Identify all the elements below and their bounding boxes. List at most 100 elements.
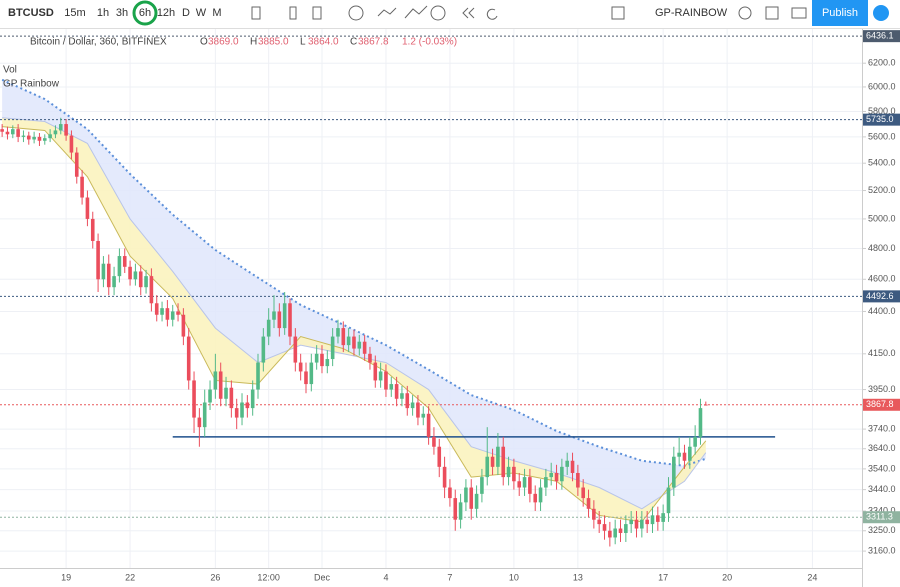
price-label: 5735.0 [866, 114, 894, 124]
candle-body [90, 218, 95, 241]
publish-label[interactable]: Publish [822, 7, 858, 19]
y-tick-label: 5200.0 [868, 185, 896, 195]
candle-body [448, 487, 452, 499]
candle-body [656, 515, 660, 522]
candle-body [522, 477, 527, 488]
interval[interactable]: D [182, 7, 190, 19]
toolbar-icons [251, 5, 807, 21]
candle-body [570, 460, 575, 473]
y-tick-label: 5600.0 [868, 131, 896, 141]
candle-body [346, 336, 351, 346]
candle-body [304, 371, 308, 385]
x-tick-label: 20 [722, 572, 732, 582]
candle-body [224, 387, 228, 399]
ohlc-value: 3864.0 [308, 37, 339, 48]
candle-body [501, 446, 506, 478]
candle-body [672, 456, 676, 488]
candle-body [117, 256, 122, 277]
y-tick-label: 3640.0 [868, 443, 896, 453]
candle-body [677, 452, 681, 457]
candle-body [26, 135, 31, 140]
candle-body [314, 353, 319, 363]
y-tick-label: 5400.0 [868, 158, 896, 168]
interval[interactable]: 3h [116, 7, 128, 19]
candle-body [74, 152, 79, 177]
candle-body [53, 130, 58, 135]
study-label: Vol [3, 65, 17, 76]
interval[interactable]: 6h [139, 7, 151, 19]
interval[interactable]: 12h [157, 7, 175, 19]
candle-body [10, 129, 15, 135]
highlight-circle [132, 0, 158, 26]
y-tick-label: 6200.0 [868, 58, 896, 68]
candle-body [645, 519, 649, 525]
candle-body [298, 362, 303, 372]
study-label: GP Rainbow [3, 79, 60, 90]
candle-body [666, 487, 671, 514]
y-tick-label: 3250.0 [868, 525, 896, 535]
candle-body [410, 402, 415, 409]
candle-body [426, 413, 431, 437]
candle-body [437, 446, 442, 467]
candle-body [384, 371, 388, 390]
candle-body [613, 528, 617, 538]
interval[interactable]: M [212, 7, 221, 19]
candle-body [229, 387, 234, 409]
candle-body [474, 493, 479, 509]
candle-body [160, 308, 164, 315]
candle-body [378, 371, 383, 381]
candle-body [165, 308, 170, 320]
candle-body [432, 436, 436, 447]
ohlc-value: 3869.0 [208, 37, 239, 48]
candle-body [341, 328, 346, 346]
interval[interactable]: W [196, 7, 207, 19]
symbol[interactable]: BTCUSD [8, 7, 54, 19]
candle-body [309, 362, 314, 385]
candle-body [64, 124, 68, 136]
candle-body [122, 256, 127, 267]
candle-body [176, 311, 180, 315]
candle-body [186, 336, 191, 381]
indicator-template[interactable]: GP-RAINBOW [655, 7, 728, 19]
candle-body [128, 266, 132, 280]
candle-body [688, 446, 692, 461]
candle-body [693, 436, 697, 447]
candle-body [149, 276, 154, 304]
interval[interactable]: 1h [97, 7, 109, 19]
candle-body [234, 408, 239, 418]
candle-body [218, 371, 223, 399]
band-fill [2, 79, 706, 509]
legend: O 3869.0 H 3885.0 L 3864.0 C 3867.8 1.2 (-0.03%)… [3, 37, 457, 90]
candle-body [325, 359, 330, 367]
publish-button[interactable] [812, 0, 868, 26]
candle-body [640, 519, 644, 529]
plot-area [0, 29, 862, 568]
candle-body [69, 135, 74, 153]
candle-body [170, 311, 175, 320]
price-label: 4492.6 [866, 291, 894, 301]
candle-body [458, 502, 463, 520]
candle-body [197, 417, 202, 428]
candle-body [469, 487, 474, 509]
candle-body [138, 271, 143, 288]
candle-body [608, 530, 612, 538]
candle-body [544, 477, 548, 488]
interval[interactable]: 15m [64, 7, 85, 19]
candle-body [394, 384, 399, 399]
candle-body [554, 472, 559, 482]
candle-body [37, 136, 42, 141]
candle-body [528, 477, 532, 494]
ohlc-value: 3885.0 [258, 37, 289, 48]
candle-body [416, 402, 420, 418]
legend-title: Bitcoin / Dollar, 360, BITFINEX [30, 37, 167, 48]
price-label: 3311.3 [866, 512, 893, 522]
x-tick-label: 12:00 [257, 572, 280, 582]
candle-body [592, 508, 596, 520]
price-lines [0, 35, 862, 518]
candle-body [362, 341, 367, 354]
candle-body [320, 353, 324, 367]
replay-button[interactable] [873, 5, 889, 21]
candle-body [288, 303, 292, 337]
band-fill [2, 117, 706, 522]
